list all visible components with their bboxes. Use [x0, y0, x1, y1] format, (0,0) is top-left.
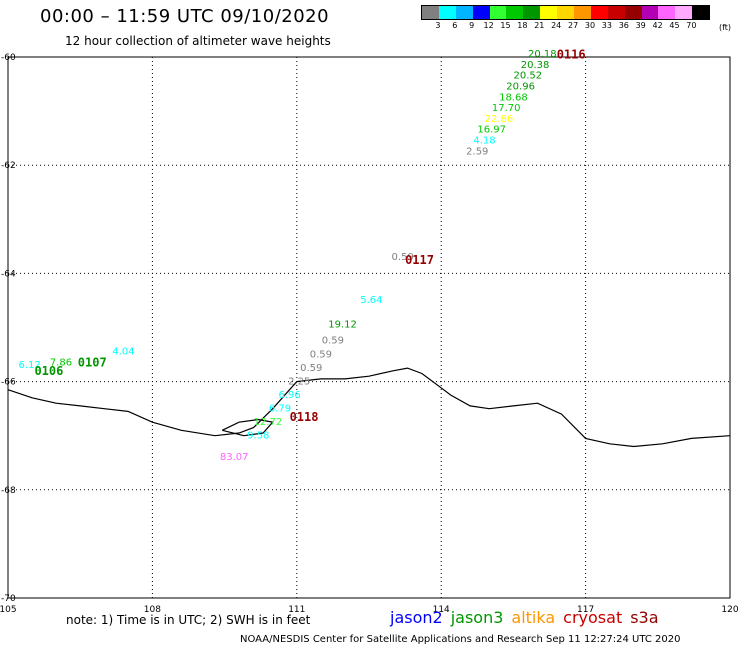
wave-height-label: 16.97: [477, 125, 506, 136]
map-grid: [7, 56, 731, 599]
wave-height-label: 20.96: [506, 81, 535, 92]
legend-label: 42: [652, 21, 663, 30]
x-tick-label: 114: [433, 605, 450, 615]
legend-swatch: [692, 6, 710, 19]
y-tick-label: -62: [1, 161, 16, 171]
x-tick-label: 111: [288, 605, 305, 615]
legend-label: 33: [601, 21, 612, 30]
legend-swatch: [675, 6, 693, 19]
coastline: [7, 367, 731, 448]
legend-swatch: [658, 6, 676, 19]
pass-id-label: 0117: [405, 253, 434, 267]
wave-height-label: 0.59: [300, 363, 322, 374]
wave-height-label: 19.12: [328, 320, 357, 331]
wave-height-label: 2.25: [288, 376, 310, 387]
legend-swatch: [590, 6, 608, 19]
x-tick-label: 117: [577, 605, 594, 615]
wave-height-label: 5.64: [360, 295, 382, 306]
x-tick-label: 120: [721, 605, 738, 615]
wave-height-label: 4.18: [473, 136, 495, 147]
pass-id-label: 0116: [557, 47, 586, 61]
legend-labels: 3 6 9 12 15 18 21 24 27 30 33 36 39 42 45 70: [421, 20, 710, 32]
axis-tick-labels: 105 108 111 114 117 120 -60 -62 -64 -66 -68 -70: [0, 53, 739, 615]
wave-height-label: 20.52: [514, 71, 543, 82]
pass-id-label: 0106: [34, 364, 63, 378]
wave-height-label: 83.07: [220, 452, 249, 463]
wave-height-label: 17.70: [492, 103, 521, 114]
island-outline: [221, 418, 274, 437]
pass-id-label: 0118: [290, 410, 319, 424]
wave-height-label: 0.59: [322, 336, 344, 347]
legend-swatch: [506, 6, 524, 19]
legend-unit: (ft): [719, 23, 732, 32]
legend-swatch: [489, 6, 507, 19]
wave-height-label: 2.59: [466, 146, 488, 157]
satellite-jason2: jason2: [390, 608, 443, 627]
satellite-cryosat: cryosat: [563, 608, 623, 627]
legend-swatch: [641, 6, 659, 19]
legend-label: 70: [686, 21, 697, 30]
y-tick-label: -60: [1, 53, 16, 63]
wave-height-label: 20.38: [521, 60, 550, 71]
legend-label: 24: [551, 21, 562, 30]
wave-height-label: 12.72: [254, 417, 283, 428]
wave-height-label: 22.86: [485, 114, 514, 125]
legend-swatch: [624, 6, 642, 19]
legend-swatch: [455, 6, 473, 19]
legend-swatch: [607, 6, 625, 19]
legend-label: 39: [635, 21, 646, 30]
map-title: 00:00 – 11:59 UTC 09/10/2020: [40, 6, 330, 27]
wave-height-label: 6.96: [278, 390, 300, 401]
legend-label: 45: [669, 21, 680, 30]
legend-label: 36: [618, 21, 629, 30]
wave-height-values: 20.1820.3820.5220.9618.6817.7022.8616.97…: [19, 49, 557, 463]
y-tick-label: -66: [1, 378, 16, 388]
wave-height-label: 20.18: [528, 49, 557, 60]
pass-labels: 0116 0117 0118 0106 0107: [34, 47, 585, 423]
legend-swatch: [540, 6, 558, 19]
legend-swatch: [574, 6, 591, 19]
pass-id-label: 0107: [78, 356, 107, 370]
x-tick-label: 108: [144, 605, 161, 615]
color-legend: 3 6 9 12 15 18 21 24 27 30 33 36 39 42 45 70 (ft): [421, 5, 731, 32]
legend-swatch: [472, 6, 490, 19]
wave-height-label: 0.59: [392, 252, 414, 263]
satellite-s3a: s3a: [630, 608, 659, 627]
footer-note: note: 1) Time is in UTC; 2) SWH is in fe…: [66, 613, 311, 627]
coastline-path: [7, 367, 731, 448]
y-tick-label: -68: [1, 486, 16, 496]
legend-label: 9: [469, 21, 475, 30]
legend-label: 21: [534, 21, 545, 30]
legend-label: 18: [517, 21, 528, 30]
y-tick-label: -64: [1, 269, 16, 279]
map-subtitle: 12 hour collection of altimeter wave hei…: [65, 34, 331, 48]
legend-label: 30: [584, 21, 596, 30]
satellite-legend: jason2 jason3 altika cryosat s3a: [390, 608, 667, 627]
map-frame: [7, 56, 731, 599]
legend-label: 12: [483, 21, 494, 30]
legend-label: 3: [435, 21, 441, 30]
x-tick-label: 105: [0, 605, 17, 615]
footer-credit: NOAA/NESDIS Center for Satellite Applica…: [240, 634, 681, 645]
wave-height-label: 4.04: [112, 347, 134, 358]
legend-swatch: [557, 6, 575, 19]
legend-label: 27: [568, 21, 579, 30]
wave-height-label: 6.12: [19, 360, 41, 371]
satellite-jason3: jason3: [450, 608, 504, 627]
wave-height-label: 9.58: [247, 430, 269, 441]
legend-swatches: [421, 5, 711, 20]
legend-swatch: [422, 6, 439, 19]
satellite-altika: altika: [511, 608, 556, 627]
wave-height-label: 18.68: [499, 92, 528, 103]
wave-height-label: 6.79: [269, 403, 291, 414]
legend-label: 15: [500, 21, 511, 30]
legend-swatch: [523, 6, 541, 19]
wave-height-label: 7.86: [50, 357, 72, 368]
legend-label: 6: [452, 21, 458, 30]
wave-height-label: 0.59: [310, 349, 332, 360]
y-tick-label: -70: [1, 594, 16, 604]
legend-swatch: [438, 6, 456, 19]
